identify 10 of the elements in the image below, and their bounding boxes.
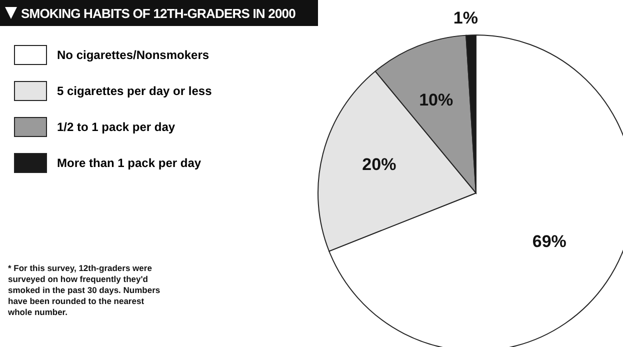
chart-title: SMOKING HABITS OF 12TH-GRADERS IN 2000 bbox=[21, 6, 296, 20]
data-label: 10% bbox=[419, 90, 454, 110]
data-label: 20% bbox=[362, 154, 396, 174]
legend-label: More than 1 pack per day bbox=[57, 156, 202, 170]
data-label: 1% bbox=[453, 8, 478, 28]
data-label: 69% bbox=[532, 232, 566, 251]
legend-label: No cigarettes/Nonsmokers bbox=[57, 48, 210, 62]
legend-label: 5 cigarettes per day or less bbox=[57, 84, 212, 98]
legend-label: 1/2 to 1 pack per day bbox=[57, 120, 176, 134]
text: * For this survey, 12th-graders were surveyed on how frequently they'd smoked in the past 30 days. Numbers have been rounded to the nearest whole number. bbox=[8, 263, 162, 318]
